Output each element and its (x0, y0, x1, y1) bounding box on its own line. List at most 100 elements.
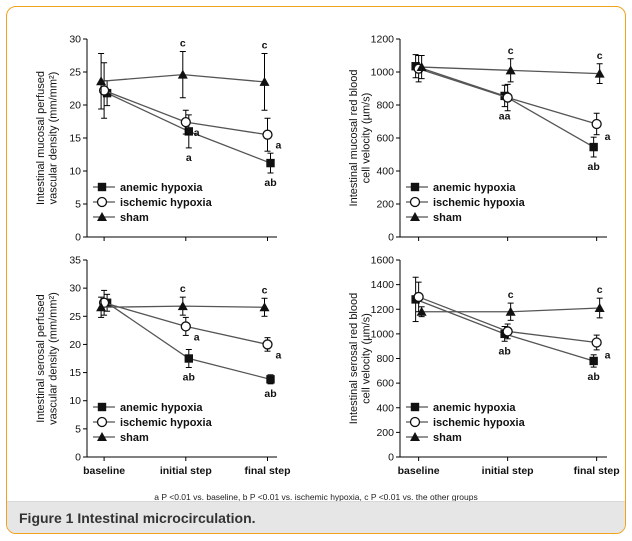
legend-marker (409, 416, 421, 428)
y-tick-label: 1400 (371, 279, 395, 291)
legend-item: ischemic hypoxia (406, 416, 526, 429)
series-circle: aa (98, 62, 282, 152)
legend: anemic hypoxia ischemic hypoxia sham (406, 182, 526, 224)
data-point (180, 117, 191, 128)
legend-item: ischemic hypoxia (406, 196, 526, 209)
y-tick-label: 15 (69, 133, 81, 145)
y-tick-label: 35 (69, 255, 81, 267)
y-axis-label: Intestinal serosal perfusedvascular dens… (35, 292, 60, 425)
data-point (266, 158, 275, 168)
y-axis-label-line: Intestinal mucosal perfused (35, 71, 47, 205)
y-tick-label: 0 (75, 452, 81, 464)
significance-label: ab (588, 161, 600, 173)
legend-item: anemic hypoxia (93, 182, 203, 194)
y-tick-label: 800 (376, 353, 394, 365)
legend-marker (410, 212, 420, 221)
y-axis-label-line: Intestinal serosal perfused (35, 294, 47, 422)
y-axis-label-line: Intestinal mucosal red blood (348, 70, 360, 207)
significance-label: a (194, 331, 200, 343)
legend-item: ischemic hypoxia (93, 416, 213, 429)
legend-label: sham (433, 432, 462, 444)
data-point (262, 339, 273, 350)
y-axis-label: Intestinal mucosal perfusedvascular dens… (35, 71, 60, 205)
chart-panel-4: 0 200 400 600 800 1000 1200 1400 1600 baseline ini… (348, 255, 620, 478)
significance-label: a (605, 131, 611, 143)
legend-marker (97, 402, 107, 412)
y-tick-label: 30 (69, 283, 81, 295)
chart-panel-3: 0 5 10 15 20 25 30 35 baseline initial step final … (35, 255, 291, 478)
data-point (594, 303, 605, 313)
legend-item: ischemic hypoxia (93, 196, 213, 209)
y-axis-label-line: cell velocity (µm/s) (361, 313, 373, 404)
y-tick-label: 1200 (371, 34, 395, 46)
y-tick-label: 400 (376, 402, 394, 414)
data-point (259, 302, 270, 312)
legend-item: anemic hypoxia (93, 402, 203, 414)
y-tick-label: 600 (376, 133, 394, 145)
legend-label: sham (120, 432, 149, 444)
y-axis-label: Intestinal serosal red bloodcell velocit… (348, 293, 373, 424)
significance-label: c (180, 283, 186, 295)
data-point (416, 306, 427, 316)
y-tick-label: 20 (69, 100, 81, 112)
footnote-text: a P <0.01 vs. baseline, b P <0.01 vs. is… (154, 492, 478, 502)
data-point (505, 306, 516, 316)
legend-label: sham (433, 212, 462, 224)
legend-marker (409, 196, 421, 208)
y-tick-label: 600 (376, 378, 394, 390)
significance-label: c (508, 289, 514, 301)
x-tick-label: baseline (398, 465, 440, 477)
legend-label: sham (120, 212, 149, 224)
data-point (96, 76, 107, 86)
significance-label: ab (499, 345, 511, 357)
data-point (591, 337, 602, 348)
data-point (502, 326, 513, 337)
legend: anemic hypoxia ischemic hypoxia sham (93, 402, 213, 444)
data-point (98, 85, 110, 96)
y-tick-label: 200 (376, 427, 394, 439)
y-tick-label: 0 (75, 232, 81, 244)
data-point (505, 65, 516, 75)
caption-bar: Figure 1 Intestinal microcirculation. (7, 501, 625, 533)
data-point (177, 301, 188, 311)
legend-marker (410, 402, 420, 412)
data-point (262, 129, 273, 140)
legend: anemic hypoxia ischemic hypoxia sham (93, 182, 213, 224)
x-tick-label: baseline (83, 465, 125, 477)
significance-label: c (262, 40, 268, 52)
caption: Figure 1 Intestinal microcirculation. (19, 510, 256, 526)
data-point (416, 62, 427, 72)
data-point (413, 291, 424, 303)
significance-label: c (597, 50, 603, 62)
caption-label: Figure 1 (19, 510, 74, 526)
series-circle: a (413, 281, 611, 361)
figure-footnote: a P <0.01 vs. baseline, b P <0.01 vs. is… (7, 492, 625, 502)
significance-label: c (262, 284, 268, 296)
y-tick-label: 10 (69, 166, 81, 178)
series-circle: a (413, 55, 611, 143)
y-tick-label: 1000 (371, 67, 395, 79)
legend-item: sham (93, 212, 149, 224)
legend-label: anemic hypoxia (433, 402, 516, 414)
y-tick-label: 5 (75, 423, 81, 435)
significance-label: ab (264, 177, 276, 189)
significance-label: c (508, 45, 514, 57)
data-point (594, 68, 605, 78)
data-point (96, 302, 107, 312)
legend-label: ischemic hypoxia (120, 417, 213, 429)
y-axis-label-line: Intestinal serosal red blood (348, 293, 360, 424)
y-tick-label: 1000 (371, 328, 395, 340)
legend-marker (410, 432, 420, 441)
data-point (259, 76, 270, 86)
significance-label: a (605, 349, 611, 361)
y-tick-label: 10 (69, 395, 81, 407)
data-point (180, 321, 191, 332)
data-point (591, 118, 602, 130)
y-axis-label-line: vascular density (mm/mm²) (48, 72, 60, 205)
legend-item: sham (406, 212, 462, 224)
legend-marker (97, 182, 107, 192)
significance-label: ab (264, 388, 276, 400)
